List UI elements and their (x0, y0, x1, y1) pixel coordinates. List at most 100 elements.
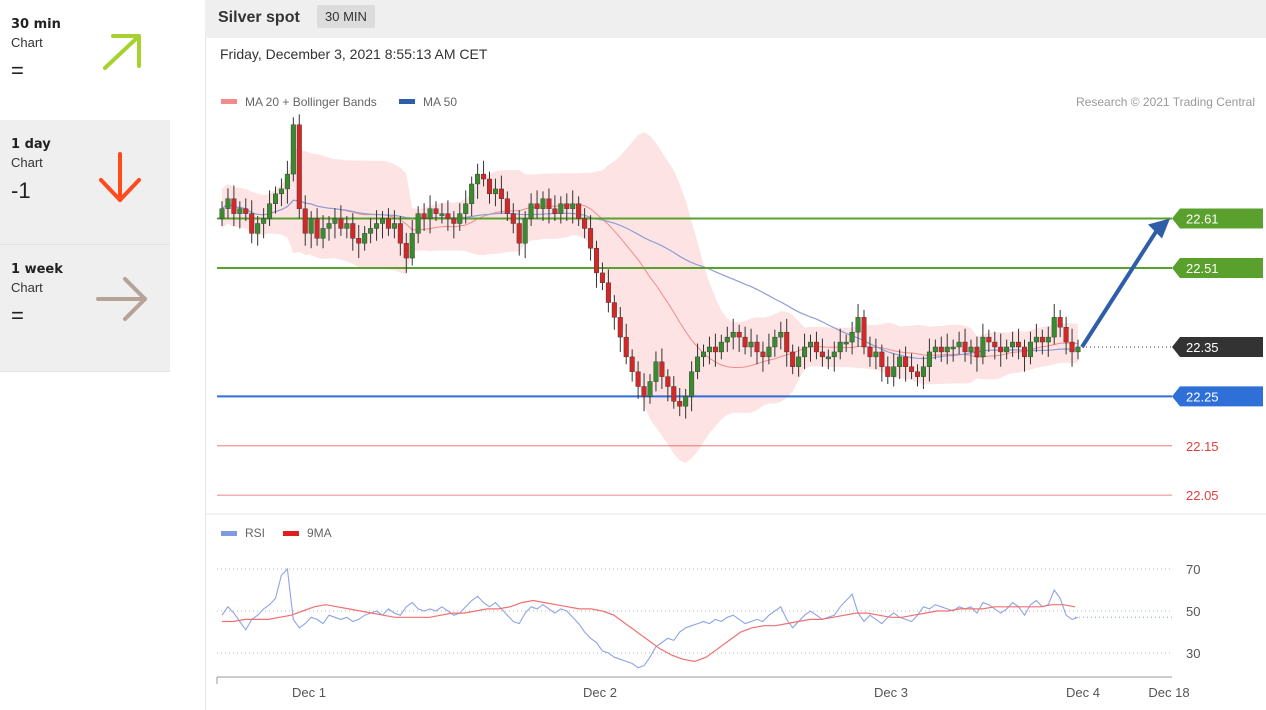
candle-body (683, 396, 689, 407)
candle-body (391, 223, 397, 229)
candle-body (481, 173, 487, 180)
candle-body (706, 346, 712, 353)
candle-body (730, 331, 736, 338)
candle-body (403, 243, 409, 259)
candle-body (778, 331, 784, 338)
sidebar-card-1week[interactable]: 1 week Chart = (0, 245, 170, 372)
candle-body (1051, 317, 1057, 338)
sidebar-card-30min[interactable]: 30 min Chart = (0, 0, 170, 125)
legend-swatch-ma50 (399, 99, 415, 104)
candle-body (243, 208, 249, 214)
legend-label-9ma: 9MA (307, 526, 332, 540)
candle-body (712, 346, 718, 353)
candle-body (487, 178, 493, 195)
candle-body (599, 272, 605, 283)
candle-body (261, 218, 267, 224)
up-right-arrow-icon (103, 34, 141, 70)
candle-body (534, 203, 540, 209)
candle-body (962, 341, 968, 353)
candle-body (843, 341, 849, 345)
candle-body (564, 203, 570, 209)
candle-body (766, 346, 772, 358)
instrument-title: Silver spot (218, 9, 300, 26)
candle-body (255, 223, 261, 234)
candle-body (831, 351, 837, 358)
candle-body (802, 346, 808, 358)
signal-value: = (11, 303, 24, 328)
last-price-label: 22.35 (1186, 340, 1219, 355)
candle-body (326, 223, 332, 229)
signal-value: -1 (11, 178, 31, 203)
legend-label-ma20: MA 20 + Bollinger Bands (245, 95, 377, 109)
candle-body (754, 341, 760, 353)
candle-body (891, 366, 897, 377)
down-arrow-icon (99, 152, 141, 202)
rsi-level-label-50: 50 (1186, 604, 1200, 619)
rsi-level-label-30: 30 (1186, 646, 1200, 661)
x-tick-label: Dec 4 (1066, 685, 1100, 700)
candle-body (617, 317, 623, 338)
candle-body (992, 341, 998, 348)
candle-body (1063, 327, 1069, 343)
candle-body (718, 341, 724, 353)
candle-body (588, 228, 594, 249)
bollinger-band (222, 132, 1078, 463)
candle-body (760, 351, 766, 358)
candle-body (445, 213, 451, 219)
candle-body (659, 361, 665, 377)
candle-body (516, 223, 522, 244)
candle-body (897, 356, 903, 367)
candle-body (421, 213, 427, 219)
candle-body (510, 213, 516, 224)
candle-body (582, 218, 588, 229)
candle-body (1010, 341, 1016, 348)
candle-body (915, 371, 921, 377)
candle-body (594, 247, 600, 274)
candle-body (653, 361, 659, 382)
candle-body (570, 203, 576, 209)
timeframe-badge[interactable]: 30 MIN (317, 5, 375, 28)
period-label: 1 day (11, 137, 51, 152)
legend-label-rsi: RSI (245, 526, 265, 540)
candle-body (350, 223, 356, 239)
candle-body (427, 208, 433, 219)
x-tick-label: Dec 3 (874, 685, 908, 700)
candle-body (1069, 341, 1075, 353)
candle-body (635, 371, 641, 387)
candle-body (302, 208, 308, 234)
candle-body (546, 198, 552, 209)
candle-body (701, 351, 707, 358)
candle-body (647, 381, 653, 397)
candle-body (249, 213, 255, 234)
candle-body (920, 366, 926, 377)
signal-value: = (11, 58, 24, 83)
candle-body (356, 238, 362, 244)
candle-body (1057, 317, 1063, 328)
period-label: 30 min (11, 17, 61, 32)
candle-body (641, 386, 647, 397)
candle-body (849, 331, 855, 343)
candle-body (409, 233, 415, 259)
candle-body (998, 346, 1004, 353)
sidebar-card-1day[interactable]: 1 day Chart -1 (0, 120, 170, 245)
legend-swatch-ma20 (221, 99, 237, 104)
candle-body (296, 124, 302, 209)
level-label-22.61: 22.61 (1186, 212, 1219, 227)
period-label: 1 week (11, 262, 63, 277)
candle-body (284, 173, 290, 190)
candle-body (237, 208, 243, 214)
level-label-22.05: 22.05 (1186, 488, 1219, 503)
copyright: Research © 2021 Trading Central (1076, 95, 1255, 109)
candle-body (689, 371, 695, 397)
candle-body (1027, 341, 1033, 358)
candle-body (790, 351, 796, 367)
candle-body (320, 228, 326, 239)
candle-body (380, 218, 386, 224)
candle-body (796, 356, 802, 367)
chart-header: Silver spot 30 MIN (205, 0, 1266, 38)
chart-label: Chart (11, 280, 43, 295)
candle-body (950, 346, 956, 350)
candle-body (267, 203, 273, 219)
candle-body (742, 336, 748, 348)
